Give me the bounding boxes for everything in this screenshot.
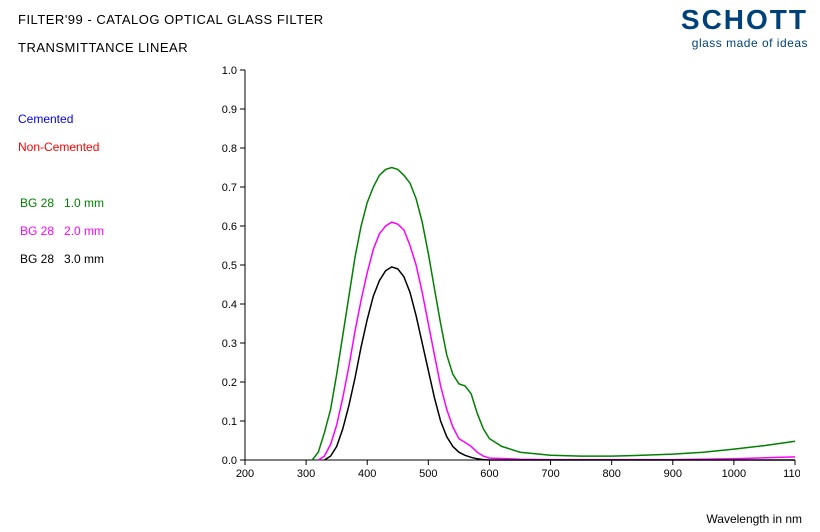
svg-text:0.2: 0.2 — [222, 377, 237, 389]
svg-text:0.8: 0.8 — [222, 143, 237, 155]
legend-status-noncemented: Non-Cemented — [18, 140, 99, 154]
svg-text:0.1: 0.1 — [222, 416, 237, 428]
svg-text:900: 900 — [664, 468, 682, 480]
svg-text:1.0: 1.0 — [222, 65, 237, 77]
svg-text:0.3: 0.3 — [222, 338, 237, 350]
legend-series-name-3: BG 28 — [20, 246, 62, 272]
svg-text:0.9: 0.9 — [222, 104, 237, 116]
header-title-1: FILTER'99 - CATALOG OPTICAL GLASS FILTER — [18, 12, 324, 27]
legend-series-thick-1: 1.0 mm — [64, 190, 112, 216]
legend-status: Cemented Non-Cemented — [18, 112, 99, 169]
legend-status-cemented: Cemented — [18, 112, 99, 126]
svg-text:1100: 1100 — [783, 468, 800, 480]
chart-svg: 0.0 0.1 0.2 0.3 0.4 0.5 0.6 0.7 0.8 0.9 1.0 200 300 4… — [200, 60, 800, 490]
brand-tagline: glass made of ideas — [681, 36, 808, 50]
svg-text:500: 500 — [419, 468, 437, 480]
svg-text:0.7: 0.7 — [222, 182, 237, 194]
legend-series-thick-2: 2.0 mm — [64, 218, 112, 244]
svg-text:200: 200 — [236, 468, 254, 480]
brand-block: SCHOTT glass made of ideas — [681, 6, 808, 50]
svg-text:0.0: 0.0 — [222, 455, 237, 467]
series-bg28-2mm — [318, 222, 795, 460]
legend-series-thick-3: 3.0 mm — [64, 246, 112, 272]
svg-text:0.6: 0.6 — [222, 221, 237, 233]
series-bg28-1mm — [312, 168, 795, 461]
brand-name: SCHOTT — [681, 6, 808, 34]
legend-row-2: BG 28 2.0 mm — [20, 218, 112, 244]
x-axis-title: Wavelength in nm — [706, 512, 802, 526]
series-bg28-3mm — [324, 267, 795, 460]
svg-text:800: 800 — [602, 468, 620, 480]
svg-text:600: 600 — [480, 468, 498, 480]
svg-text:700: 700 — [541, 468, 559, 480]
svg-text:0.4: 0.4 — [222, 299, 237, 311]
legend-series-name-1: BG 28 — [20, 190, 62, 216]
svg-text:0.5: 0.5 — [222, 260, 237, 272]
svg-text:300: 300 — [297, 468, 315, 480]
transmittance-chart: 0.0 0.1 0.2 0.3 0.4 0.5 0.6 0.7 0.8 0.9 1.0 200 300 4… — [200, 60, 800, 490]
svg-text:1000: 1000 — [722, 468, 746, 480]
legend-row-3: BG 28 3.0 mm — [20, 246, 112, 272]
legend-series-name-2: BG 28 — [20, 218, 62, 244]
header-title-2: TRANSMITTANCE LINEAR — [18, 40, 188, 55]
svg-text:400: 400 — [358, 468, 376, 480]
legend-row-1: BG 28 1.0 mm — [20, 190, 112, 216]
page: FILTER'99 - CATALOG OPTICAL GLASS FILTER… — [0, 0, 820, 532]
legend-series: BG 28 1.0 mm BG 28 2.0 mm BG 28 3.0 mm — [18, 188, 114, 274]
